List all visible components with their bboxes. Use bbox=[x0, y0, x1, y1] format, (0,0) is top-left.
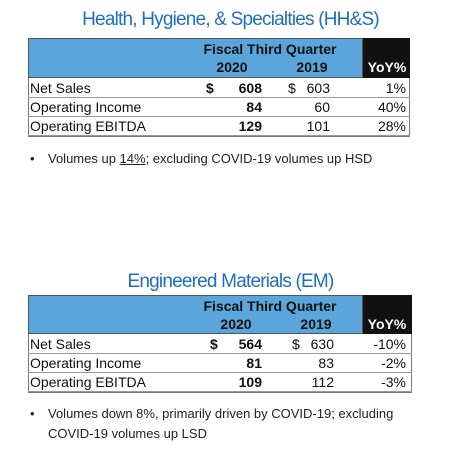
column-header: 2019 bbox=[300, 316, 332, 332]
row-label: Operating EBITDA bbox=[30, 374, 146, 390]
currency: $ bbox=[292, 336, 300, 352]
bullet-text: Volumes up bbox=[48, 151, 120, 166]
cell: 630 bbox=[310, 336, 334, 352]
currency: $ bbox=[288, 80, 296, 96]
cell: 564 bbox=[238, 336, 262, 352]
column-header: YoY% bbox=[367, 59, 407, 75]
cell: 112 bbox=[311, 374, 334, 390]
cell: 109 bbox=[238, 374, 262, 390]
cell: 81 bbox=[246, 355, 262, 371]
row-line bbox=[28, 391, 412, 392]
column-header: 2019 bbox=[296, 59, 328, 75]
cell: 603 bbox=[306, 80, 330, 96]
row-label: Net Sales bbox=[30, 336, 91, 352]
row-label: Operating Income bbox=[30, 355, 142, 371]
currency: $ bbox=[206, 80, 214, 96]
column-header: YoY% bbox=[367, 316, 407, 332]
cell: -2% bbox=[381, 355, 406, 371]
row-label: Operating Income bbox=[30, 99, 142, 115]
currency: $ bbox=[210, 336, 218, 352]
group-header: Fiscal Third Quarter bbox=[203, 298, 337, 314]
bullet-text: ; excluding COVID-19 volumes up HSD bbox=[145, 151, 373, 166]
bullet-text: Volumes down 8%, primarily driven by COV… bbox=[48, 406, 394, 441]
bullet: Volumes down 8%, primarily driven by COV… bbox=[30, 404, 428, 444]
underlined-text: 14% bbox=[119, 151, 146, 166]
cell: 608 bbox=[238, 80, 262, 96]
row-line bbox=[28, 97, 410, 98]
group-header: Fiscal Third Quarter bbox=[203, 41, 337, 57]
yoy-header-cell bbox=[363, 295, 412, 334]
cell: 40% bbox=[377, 99, 406, 115]
column-header: 2020 bbox=[220, 316, 252, 332]
row-line bbox=[28, 135, 410, 136]
cell: 129 bbox=[238, 118, 262, 134]
cell: 1% bbox=[385, 80, 406, 96]
column-header: 2020 bbox=[216, 59, 248, 75]
cell: 60 bbox=[314, 99, 330, 115]
row-line bbox=[28, 353, 412, 354]
section-title: Health, Hygiene, & Specialties (HH&S) bbox=[82, 9, 380, 30]
row-line bbox=[28, 116, 410, 117]
cell: -3% bbox=[381, 374, 406, 390]
row-label: Net Sales bbox=[30, 80, 91, 96]
bullet: Volumes up 14%; excluding COVID-19 volum… bbox=[30, 149, 428, 169]
row-label: Operating EBITDA bbox=[30, 118, 146, 134]
table-header bbox=[28, 38, 363, 78]
cell: 83 bbox=[318, 355, 334, 371]
table-header bbox=[28, 295, 363, 334]
cell: 101 bbox=[306, 118, 330, 134]
cell: -10% bbox=[373, 336, 406, 352]
row-line bbox=[28, 372, 412, 373]
yoy-header-cell bbox=[363, 38, 410, 78]
cell: 84 bbox=[246, 99, 262, 115]
section-title: Engineered Materials (EM) bbox=[127, 271, 335, 292]
cell: 28% bbox=[377, 118, 406, 134]
